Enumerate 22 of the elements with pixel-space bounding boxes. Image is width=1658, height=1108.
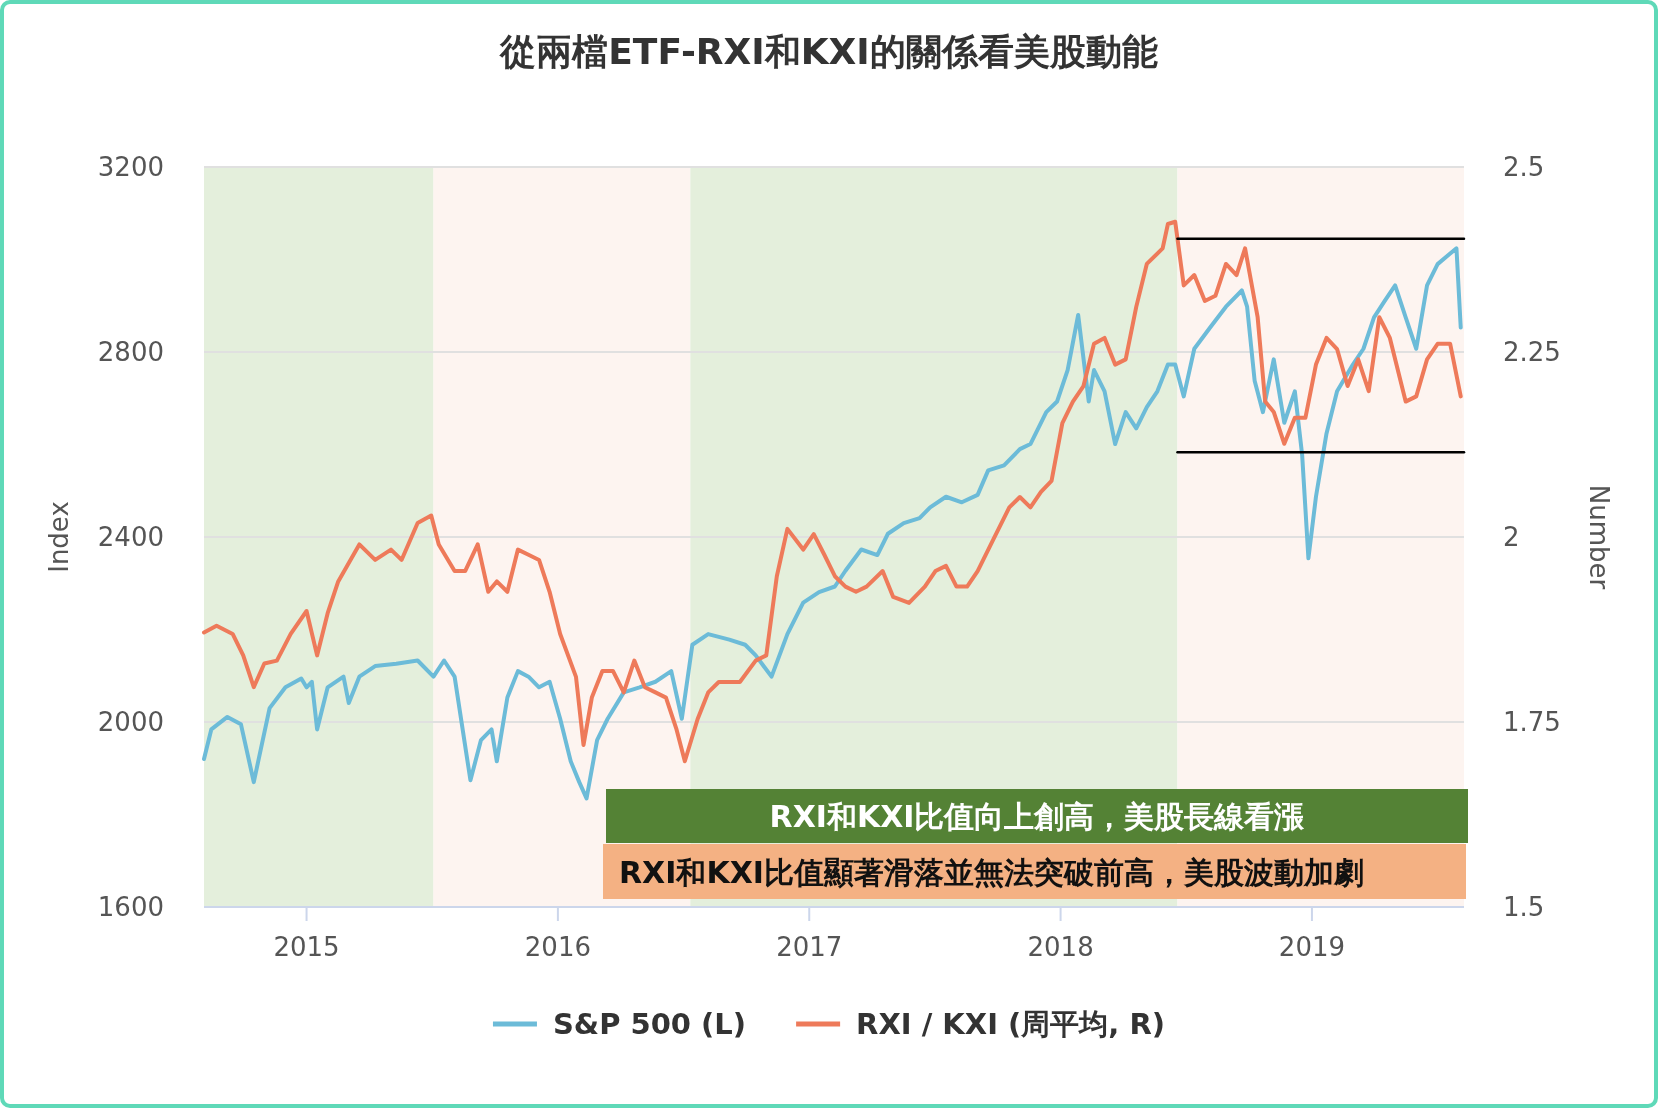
x-tick-label: 2017 [776, 932, 843, 962]
annotation: RXI和KXI比值向上創高，美股長線看漲 [769, 799, 1306, 834]
chart-title: 從兩檔ETF-RXI和KXI的關係看美股動能 [499, 31, 1158, 72]
x-tick-label: 2015 [273, 932, 340, 962]
x-tick-label: 2018 [1027, 932, 1094, 962]
y2-tick-label: 2 [1503, 522, 1520, 552]
legend-label: S&P 500 (L) [552, 1007, 747, 1041]
y-tick-label: 3200 [97, 152, 164, 182]
y2-tick-label: 1.75 [1503, 707, 1561, 737]
legend-label: RXI / KXI (周平均, R) [856, 1007, 1166, 1041]
y2-tick-label: 2.5 [1503, 152, 1545, 182]
y-tick-label: 2400 [97, 522, 164, 552]
y2-tick-label: 2.25 [1503, 337, 1561, 367]
y-tick-label: 2000 [97, 707, 164, 737]
y-tick-label: 2800 [97, 337, 164, 367]
x-tick-label: 2019 [1278, 932, 1346, 962]
annotation: RXI和KXI比值顯著滑落並無法突破前高，美股波動加劇 [619, 854, 1364, 890]
y2-axis-title: Number [1584, 484, 1614, 590]
x-tick-label: 2016 [524, 932, 591, 962]
y2-tick-label: 1.5 [1503, 892, 1545, 922]
y-axis-title: Index [44, 501, 74, 573]
y-tick-label: 1600 [97, 892, 164, 922]
